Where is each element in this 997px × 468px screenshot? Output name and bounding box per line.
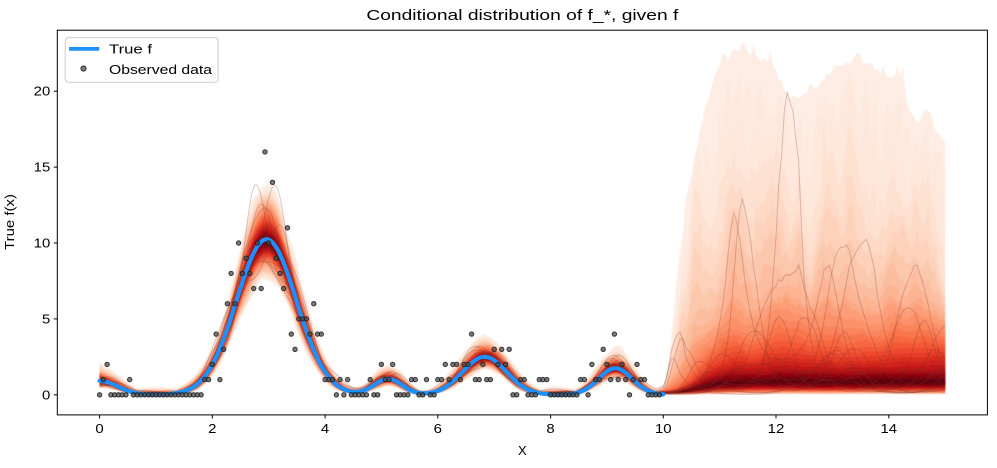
svg-text:14: 14 <box>881 421 898 436</box>
svg-text:15: 15 <box>34 160 51 175</box>
svg-text:10: 10 <box>34 236 51 251</box>
svg-text:True f(x): True f(x) <box>2 194 17 250</box>
svg-text:10: 10 <box>655 421 672 436</box>
svg-text:8: 8 <box>546 421 554 436</box>
svg-text:20: 20 <box>34 84 51 99</box>
svg-text:0: 0 <box>42 387 50 402</box>
svg-text:4: 4 <box>321 421 329 436</box>
svg-text:X: X <box>518 443 527 458</box>
svg-text:Conditional distribution of f_: Conditional distribution of f_*, given f <box>366 8 679 24</box>
svg-text:0: 0 <box>95 421 103 436</box>
svg-text:True f: True f <box>109 42 152 57</box>
svg-text:5: 5 <box>42 311 50 326</box>
svg-text:6: 6 <box>434 421 442 436</box>
svg-text:Observed data: Observed data <box>109 62 213 77</box>
svg-text:2: 2 <box>208 421 216 436</box>
svg-text:12: 12 <box>768 421 785 436</box>
